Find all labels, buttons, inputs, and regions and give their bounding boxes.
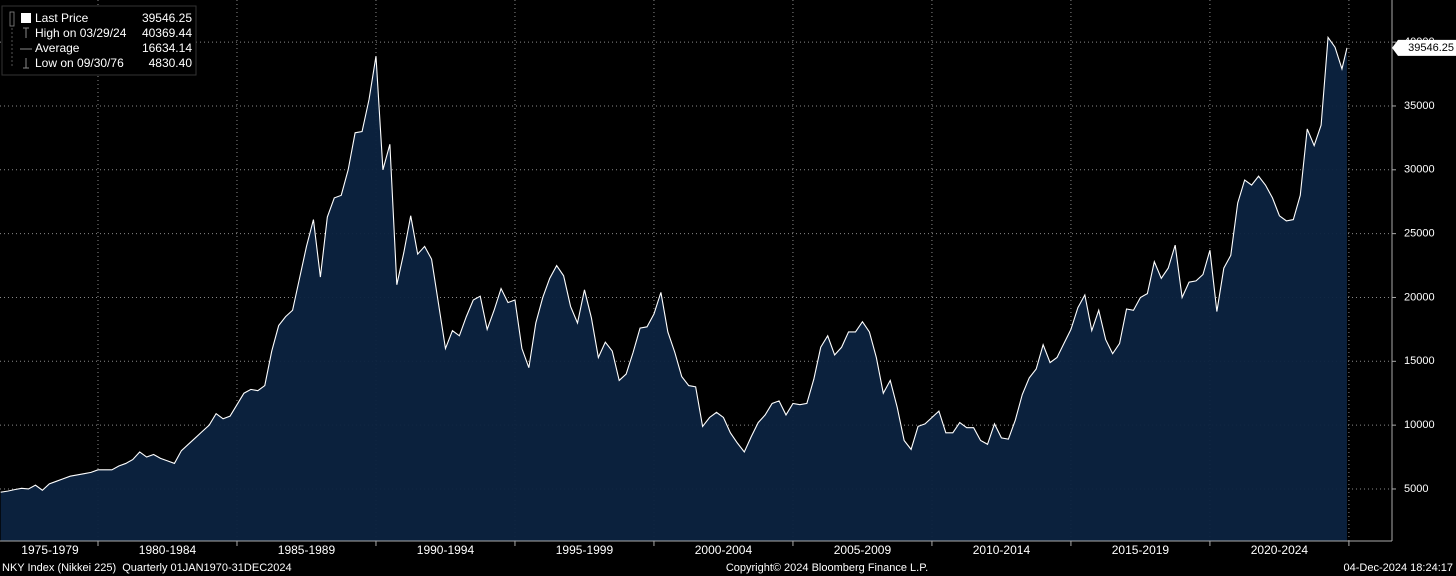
x-tick-label: 1975-1979 — [21, 543, 79, 557]
legend-label: Low on 09/30/76 — [35, 56, 124, 70]
legend-swatch — [21, 13, 31, 23]
y-tick-label: 35000 — [1404, 100, 1435, 112]
x-tick-label: 1985-1989 — [278, 543, 336, 557]
footer-right: 04-Dec-2024 18:24:17 — [1344, 562, 1453, 574]
y-tick-label: 25000 — [1404, 228, 1435, 240]
area — [0, 37, 1347, 541]
x-tick-label: 1980-1984 — [139, 543, 197, 557]
y-tick-label: 30000 — [1404, 164, 1435, 176]
x-tick-label: 1990-1994 — [417, 543, 475, 557]
legend-box — [1, 5, 197, 76]
legend-value: 16634.14 — [142, 41, 192, 55]
legend-label: Last Price — [35, 11, 89, 25]
legend-toggle — [9, 11, 15, 27]
y-tick-label: 20000 — [1404, 291, 1435, 303]
footer-left: NKY Index (Nikkei 225) Quarterly 01JAN19… — [2, 562, 292, 574]
plot-area — [0, 0, 1392, 541]
x-tick-label: 2010-2014 — [973, 543, 1031, 557]
legend-value: 39546.25 — [142, 11, 192, 25]
x-tick-label: 1995-1999 — [556, 543, 614, 557]
x-tick-label: 2005-2009 — [834, 543, 892, 557]
legend-value: 40369.44 — [142, 26, 192, 40]
y-tick-label: 15000 — [1404, 355, 1435, 367]
last-price-label: 39546.25 — [1408, 42, 1454, 54]
y-tick-label: 10000 — [1404, 419, 1435, 431]
footer-center: Copyright© 2024 Bloomberg Finance L.P. — [726, 562, 928, 574]
legend-label: Average — [35, 41, 80, 55]
legend: Last Price 39546.25 High on 03/29/24 403… — [1, 5, 197, 76]
y-tick-label: 5000 — [1404, 483, 1428, 495]
x-tick-label: 2000-2004 — [695, 543, 753, 557]
line — [0, 35, 1348, 493]
x-tick-label: 2020-2024 — [1251, 543, 1309, 557]
x-tick-label: 2015-2019 — [1112, 543, 1170, 557]
last-price-tag — [1392, 39, 1456, 56]
legend-label: High on 03/29/24 — [35, 26, 127, 40]
legend-value: 4830.40 — [149, 56, 193, 70]
